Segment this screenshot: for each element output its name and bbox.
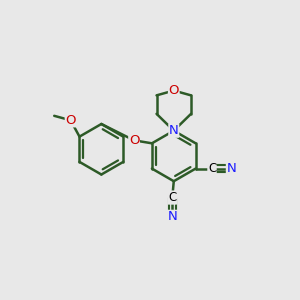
Text: N: N (167, 210, 177, 224)
Text: N: N (169, 124, 179, 137)
Text: N: N (226, 162, 236, 175)
Text: O: O (129, 134, 139, 147)
Text: O: O (65, 114, 76, 127)
Text: C: C (168, 191, 176, 204)
Text: C: C (208, 162, 216, 175)
Text: O: O (169, 84, 179, 97)
